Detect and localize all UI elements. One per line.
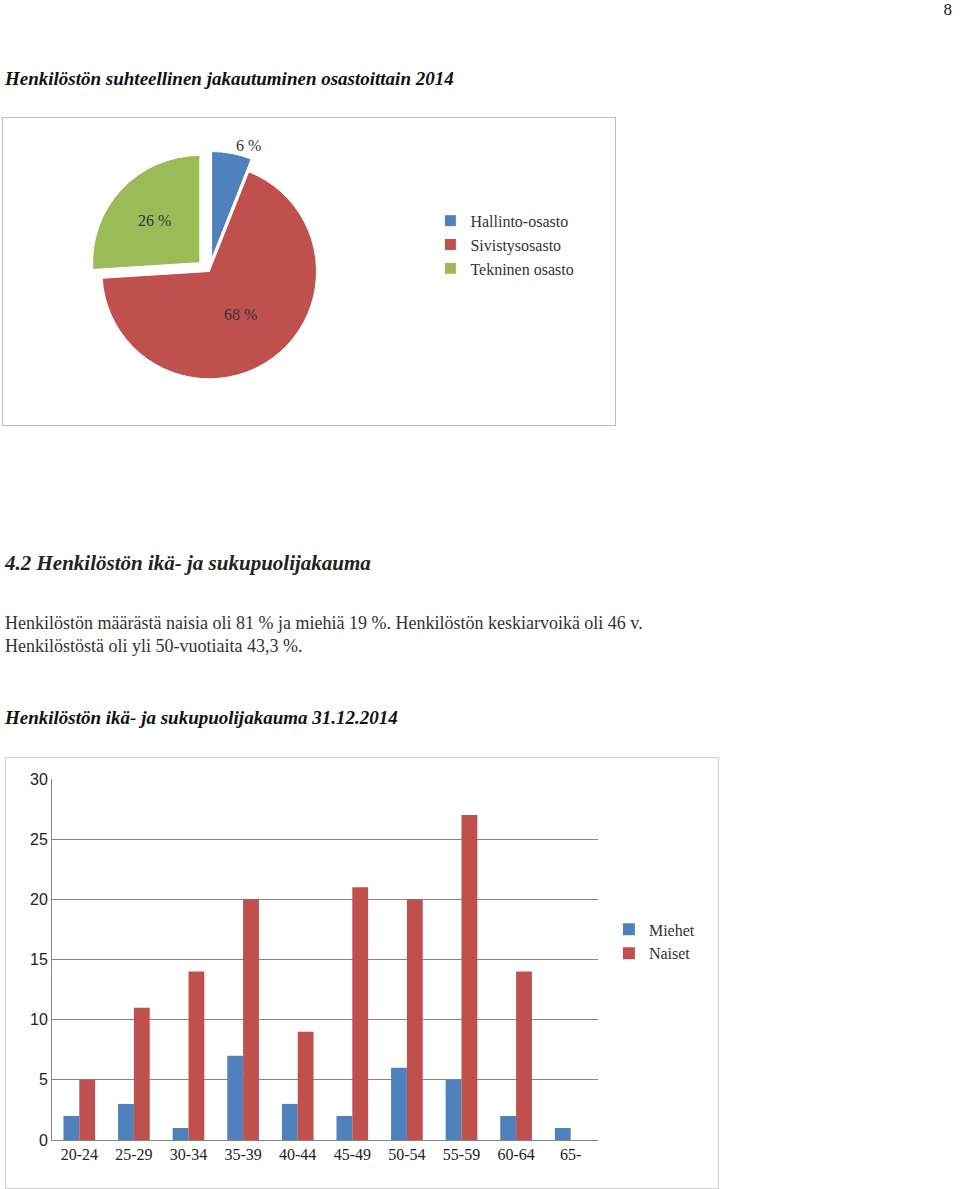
svg-text:40-44: 40-44: [279, 1146, 316, 1163]
svg-text:20: 20: [30, 891, 48, 908]
svg-text:5: 5: [39, 1071, 48, 1088]
html-text:8: 8: [943, 0, 952, 19]
svg-text:Hallinto-osasto: Hallinto-osasto: [470, 213, 568, 230]
svg-text:30-34: 30-34: [170, 1146, 207, 1163]
svg-text:30: 30: [30, 771, 48, 788]
svg-text:Miehet: Miehet: [649, 922, 695, 939]
svg-text:50-54: 50-54: [388, 1146, 425, 1163]
html-text:Henkilöstön ikä- ja sukupuolij: Henkilöstön ikä- ja sukupuolijakauma 31.…: [5, 707, 398, 728]
svg-text:60-64: 60-64: [497, 1146, 534, 1163]
svg-text:45-49: 45-49: [334, 1146, 371, 1163]
svg-text:55-59: 55-59: [443, 1146, 480, 1163]
svg-text:20-24: 20-24: [61, 1146, 98, 1163]
svg-text:Sivistysosasto: Sivistysosasto: [470, 237, 561, 255]
svg-text:0: 0: [39, 1132, 48, 1149]
svg-text:10: 10: [30, 1011, 48, 1028]
html-text:4.2 Henkilöstön ikä- ja sukupu: 4.2 Henkilöstön ikä- ja sukupuolijakauma: [5, 551, 371, 575]
html-text:Henkilöstön määrästä naisia ol: Henkilöstön määrästä naisia oli 81 % ja …: [5, 613, 643, 633]
html-text:Henkilöstön suhteellinen jakau: Henkilöstön suhteellinen jakautuminen os…: [5, 68, 454, 89]
svg-text:Naiset: Naiset: [649, 945, 690, 962]
svg-text:25-29: 25-29: [115, 1146, 152, 1163]
svg-text:15: 15: [30, 951, 48, 968]
svg-text:65-: 65-: [560, 1146, 581, 1163]
svg-text:Tekninen osasto: Tekninen osasto: [470, 261, 573, 278]
svg-text:6 %: 6 %: [236, 137, 261, 154]
svg-text:35-39: 35-39: [224, 1146, 261, 1163]
svg-text:25: 25: [30, 831, 48, 848]
svg-text:68 %: 68 %: [224, 306, 257, 323]
html-text:Henkilöstöstä oli yli 50-vuoti: Henkilöstöstä oli yli 50-vuotiaita 43,3 …: [5, 636, 303, 656]
svg-text:26 %: 26 %: [138, 212, 171, 229]
